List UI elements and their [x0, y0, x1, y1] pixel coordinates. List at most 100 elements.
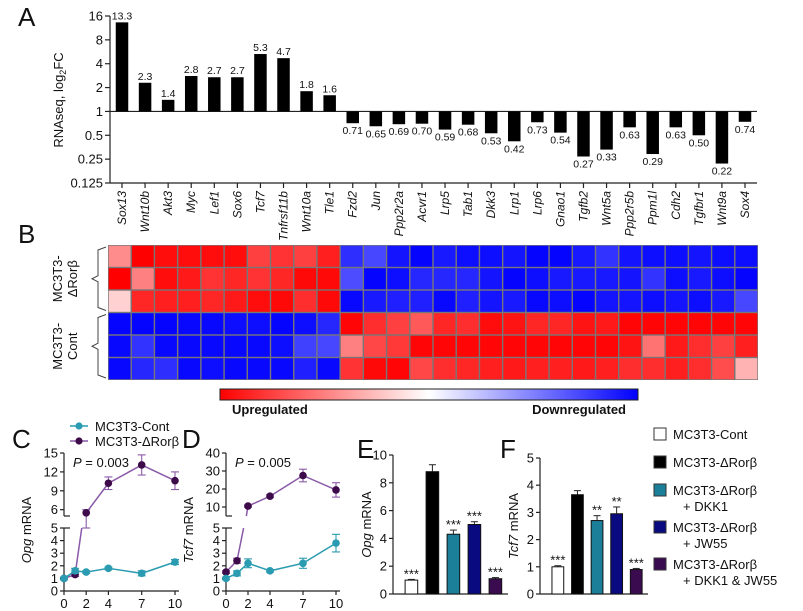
significance-marker: ** [612, 494, 622, 509]
heatmap-group-bracket [90, 314, 107, 379]
heatmap-cell [108, 290, 131, 312]
panel-a-value-label: 0.70 [412, 126, 433, 138]
panel-a-bar [346, 111, 359, 124]
panel-a-bar [577, 111, 590, 157]
heatmap-cell [340, 290, 363, 312]
panel-a-bar [438, 111, 452, 130]
heatmap-cell [735, 290, 758, 312]
series-line [108, 464, 143, 484]
heatmap-cell [364, 268, 386, 290]
x-tick-label: 4 [105, 596, 112, 611]
heatmap-cell [340, 245, 363, 267]
data-point [244, 559, 252, 568]
heatmap-cell [735, 358, 758, 380]
heatmap-cell [572, 313, 595, 335]
heatmap-cell [596, 313, 619, 335]
panel-a-gene-label: Lrp1 [507, 191, 521, 215]
panel-a-bar [208, 77, 221, 112]
heatmap-cell [572, 290, 595, 312]
bar [571, 494, 584, 595]
heatmap-cell [155, 268, 177, 290]
series-line [269, 474, 304, 497]
panel-a-bar [231, 77, 244, 112]
y-axis-label: Tcf7 mRNA [181, 497, 196, 563]
y-tick-label: 0 [51, 584, 58, 599]
x-tick-label: 7 [138, 596, 145, 611]
series-line [74, 527, 83, 575]
panel-a-bar [115, 22, 129, 112]
y-tick-label: 1 [213, 571, 220, 586]
heatmap-cell [364, 358, 386, 380]
heatmap-cell [456, 290, 479, 312]
panel-a-gene-label: Wnt10a [300, 191, 314, 233]
significance-marker: *** [404, 566, 419, 581]
data-point [82, 568, 90, 576]
heatmap-cell [201, 290, 224, 312]
significance-marker: *** [629, 555, 644, 570]
heatmap-cell [247, 290, 270, 312]
panel-a-y-tick-label: 0.25 [78, 152, 103, 167]
heatmap-cell [178, 268, 201, 290]
panel-a-value-label: 0.53 [481, 135, 502, 147]
y-tick-label: 0 [527, 587, 534, 602]
panel-label-e: E [357, 434, 374, 464]
legend-marker [75, 437, 83, 445]
panel-a-bar [692, 111, 706, 136]
heatmap-cell [410, 335, 433, 357]
panel-a-y-tick-label: 16 [89, 9, 103, 24]
y-axis-label: Tcf7 mRNA [506, 493, 521, 559]
y-axis-label: Opg mRNA [19, 496, 34, 563]
y-tick-label: 6 [380, 503, 387, 518]
panel-a-y-tick-label: 0.5 [85, 128, 103, 143]
heatmap-cell [317, 268, 340, 290]
heatmap-cell [503, 290, 526, 312]
heatmap-cell [271, 268, 294, 290]
heatmap-cell [108, 335, 131, 357]
heatmap-cell [642, 245, 665, 267]
heatmap-cell [642, 358, 665, 380]
panel-a-value-label: 0.27 [573, 158, 594, 170]
heatmap-cell [340, 358, 363, 380]
heatmap-cell [480, 245, 502, 267]
y-tick-label: 5 [527, 451, 534, 466]
heatmap-cell [387, 313, 410, 335]
p-value-annotation: P = 0.005 [235, 455, 291, 470]
heatmap-cell [712, 335, 735, 357]
panel-a-ylabel: RNAseq, log2FC [51, 52, 68, 147]
panel-a-value-label: 0.22 [712, 166, 733, 178]
heatmap-cell [456, 358, 479, 380]
heatmap-cell [271, 313, 294, 335]
heatmap-cell [108, 313, 131, 335]
panel-e-bar-chart: 0 2 4 6 8 10 Opg mRNA *** *** *** *** [359, 448, 508, 602]
y-tick-label: 0 [213, 584, 220, 599]
heatmap-cell [712, 245, 735, 267]
panel-a-bar [254, 54, 267, 112]
heatmap-cell [340, 268, 363, 290]
panel-a-gene-label: Acvr1 [415, 191, 429, 223]
bar [590, 520, 604, 595]
y-tick-label: 15 [44, 446, 58, 461]
y-tick-label: 2 [380, 559, 387, 574]
heatmap-cell [433, 335, 456, 357]
colorbar-high-label: Downregulated [532, 402, 626, 417]
heatmap-cell [317, 245, 340, 267]
y-tick-label: 40 [206, 446, 220, 461]
heatmap-group-label: Cont [65, 332, 80, 360]
significance-marker: ** [592, 503, 602, 518]
heatmap-cell [549, 358, 572, 380]
panel-a-bar [531, 111, 544, 123]
heatmap-cell [712, 268, 735, 290]
heatmap-cell [224, 268, 247, 290]
heatmap-cell [410, 245, 433, 267]
data-point [82, 509, 90, 517]
panel-a-gene-label: Fzd2 [346, 191, 360, 218]
heatmap-group-label: MC3T3- [50, 255, 65, 302]
heatmap-cell [596, 290, 619, 312]
legend-swatch [653, 557, 667, 571]
heatmap-cell [572, 358, 595, 380]
heatmap-cell [317, 290, 340, 312]
legend-label-sub: + DKK1 [683, 499, 728, 514]
